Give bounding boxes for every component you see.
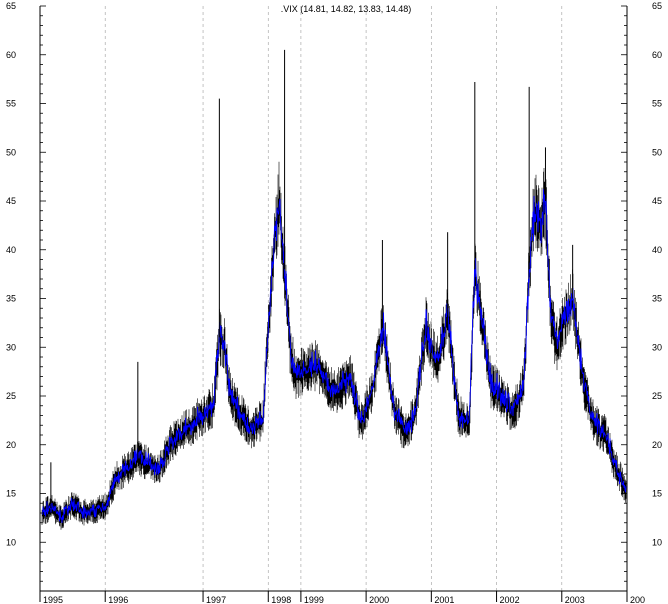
x-tick-label: 1997 <box>206 595 226 604</box>
y-tick-label: 30 <box>652 342 662 352</box>
y-tick-label: 10 <box>6 537 16 547</box>
x-tick-label: 2003 <box>565 595 585 604</box>
y-tick-label: 25 <box>6 391 16 401</box>
y-tick-label: 35 <box>6 294 16 304</box>
x-tick-label: 1998 <box>271 595 291 604</box>
y-tick-label: 20 <box>652 440 662 450</box>
y-tick-label: 45 <box>6 196 16 206</box>
right-y-axis: 10 15 20 25 30 35 40 45 50 55 60 65 <box>621 1 662 592</box>
y-tick-label: 60 <box>652 50 662 60</box>
y-tick-label: 50 <box>652 147 662 157</box>
x-tick-label: 1996 <box>108 595 128 604</box>
y-tick-label: 25 <box>652 391 662 401</box>
chart-title: .VIX (14.81, 14.82, 13.83, 14.48) <box>281 4 412 14</box>
y-tick-label: 65 <box>652 1 662 11</box>
x-tick-label: 1995 <box>43 595 63 604</box>
y-tick-label: 50 <box>6 147 16 157</box>
y-tick-label: 60 <box>6 50 16 60</box>
x-tick-label: 2001 <box>434 595 454 604</box>
y-tick-label: 10 <box>652 537 662 547</box>
x-tick-label: 2002 <box>500 595 520 604</box>
y-tick-label: 30 <box>6 342 16 352</box>
y-tick-label: 40 <box>6 245 16 255</box>
left-y-axis: 10 15 20 25 30 35 40 45 50 55 60 65 <box>6 1 46 592</box>
y-tick-label: 55 <box>6 99 16 109</box>
x-tick-label: 1999 <box>304 595 324 604</box>
x-tick-label: 200 <box>630 595 645 604</box>
y-tick-label: 20 <box>6 440 16 450</box>
price-series <box>41 49 628 530</box>
y-tick-label: 15 <box>6 489 16 499</box>
y-tick-label: 45 <box>652 196 662 206</box>
x-axis: 1995 1996 1997 1998 1999 2000 2001 2002 2003 200 <box>39 590 645 604</box>
y-tick-label: 40 <box>652 245 662 255</box>
y-tick-label: 55 <box>652 99 662 109</box>
x-tick-label: 2000 <box>369 595 389 604</box>
close-line <box>41 189 627 524</box>
y-tick-label: 35 <box>652 294 662 304</box>
y-tick-label: 15 <box>652 489 662 499</box>
y-tick-label: 65 <box>6 1 16 11</box>
